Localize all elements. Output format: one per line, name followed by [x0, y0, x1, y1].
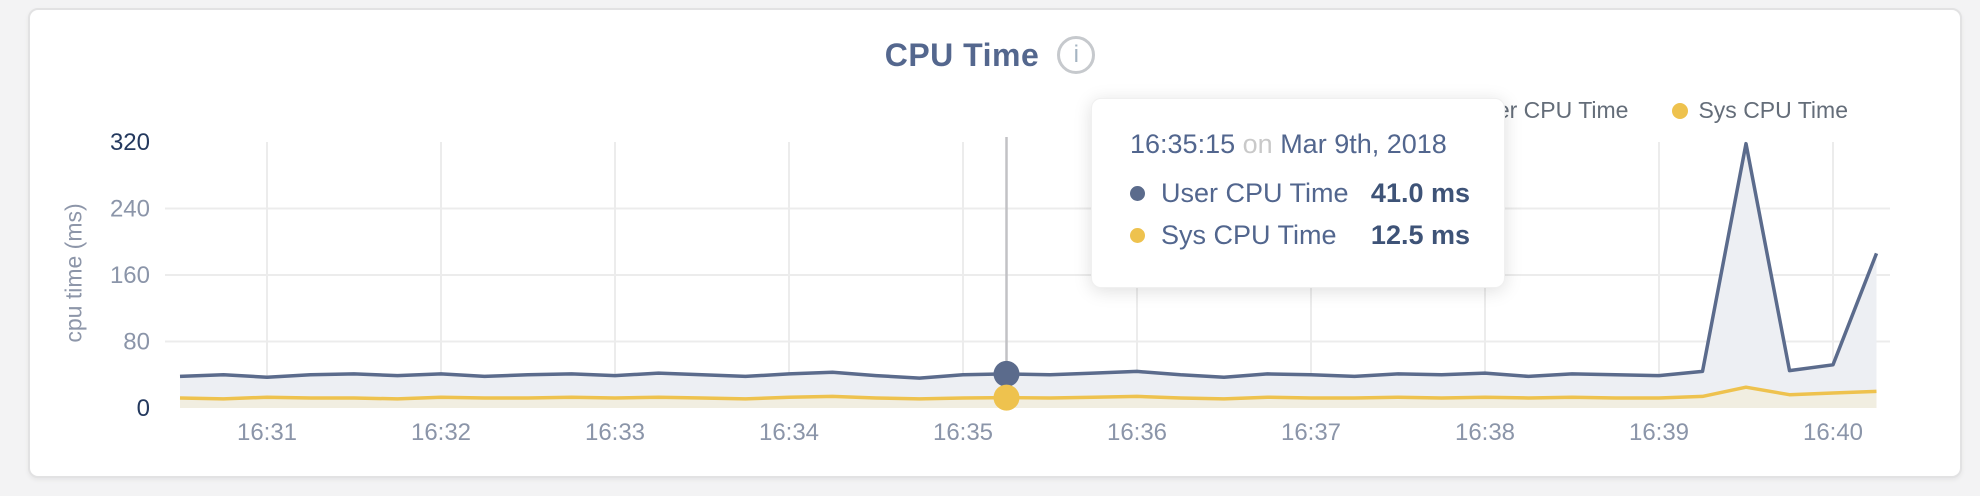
chart-tooltip: 16:35:15 on Mar 9th, 2018 User CPU Time … — [1091, 98, 1505, 288]
sys-cpu-legend-dot — [1672, 102, 1689, 119]
y-tick-label: 240 — [110, 196, 150, 223]
y-tick-label: 160 — [110, 262, 150, 289]
tooltip-conjunction: on — [1242, 129, 1273, 159]
user-cpu-hover-dot — [993, 360, 1020, 387]
tooltip-series-label: Sys CPU Time — [1161, 219, 1337, 250]
x-tick-label: 16:31 — [237, 419, 297, 446]
legend-label: Sys CPU Time — [1698, 97, 1848, 123]
sys-cpu-line — [179, 385, 1877, 401]
tooltip-series-value: 12.5 ms — [1370, 219, 1470, 250]
tooltip-row-user-cpu: User CPU Time 41.0 ms — [1130, 172, 1470, 214]
x-tick-label: 16:34 — [759, 419, 819, 446]
user-cpu-dot-icon — [1130, 185, 1145, 201]
y-tick-label: 80 — [123, 329, 150, 356]
user-cpu-line — [179, 141, 1879, 380]
tooltip-header: 16:35:15 on Mar 9th, 2018 — [1130, 129, 1470, 160]
x-tick-label: 16:36 — [1107, 419, 1167, 446]
x-tick-label: 16:40 — [1803, 419, 1863, 446]
x-tick-label: 16:33 — [585, 419, 645, 446]
sys-cpu-dot-icon — [1130, 227, 1145, 243]
legend-item-sys-cpu-time[interactable]: Sys CPU Time — [1672, 97, 1848, 124]
info-icon-glyph: i — [1073, 41, 1079, 68]
tooltip-date: Mar 9th, 2018 — [1280, 129, 1447, 159]
x-tick-label: 16:38 — [1455, 419, 1515, 446]
chart-title: CPU Time — [884, 36, 1040, 73]
sys-cpu-area — [180, 387, 1877, 408]
tooltip-series-label: User CPU Time — [1161, 177, 1349, 208]
tooltip-time: 16:35:15 — [1130, 129, 1236, 159]
chart-header: CPU Time i — [0, 36, 1980, 74]
x-tick-label: 16:32 — [411, 419, 471, 446]
sys-cpu-hover-dot — [993, 384, 1020, 411]
info-icon[interactable]: i — [1057, 36, 1096, 74]
user-cpu-area — [180, 143, 1877, 408]
x-tick-label: 16:39 — [1629, 419, 1689, 446]
y-tick-label: 320 — [110, 129, 150, 156]
y-tick-label: 0 — [137, 395, 150, 422]
x-tick-label: 16:37 — [1281, 419, 1341, 446]
tooltip-row-sys-cpu: Sys CPU Time 12.5 ms — [1130, 214, 1470, 256]
tooltip-series-value: 41.0 ms — [1370, 177, 1470, 208]
x-tick-label: 16:35 — [933, 419, 993, 446]
y-axis-title: cpu time (ms) — [60, 203, 87, 343]
